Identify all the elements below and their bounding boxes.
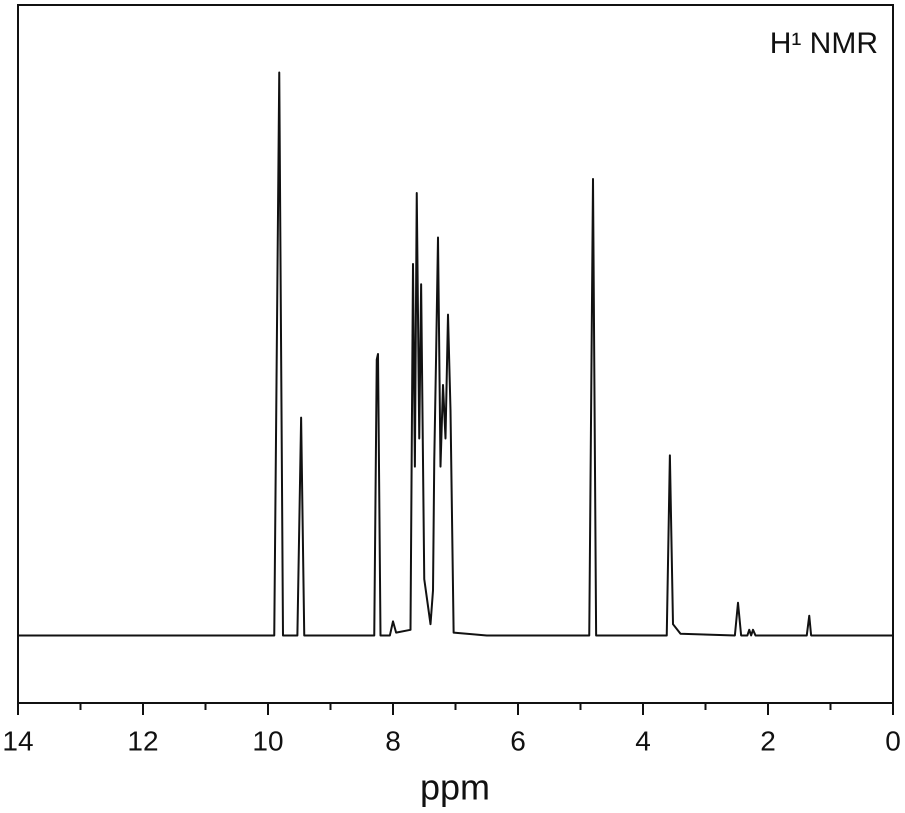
spectrum-line [18, 71, 893, 637]
x-tick-label: 0 [885, 725, 901, 756]
x-tick-label: 6 [510, 725, 526, 756]
x-tick-label: 12 [127, 725, 158, 756]
x-tick-label: 14 [2, 725, 33, 756]
plot-frame [17, 4, 894, 704]
x-axis-label: ppm [420, 767, 490, 808]
x-tick-label: 4 [635, 725, 651, 756]
x-tick-label: 2 [760, 725, 776, 756]
x-tick-label: 8 [385, 725, 401, 756]
x-tick-label: 10 [252, 725, 283, 756]
chart-title: H¹ NMR [770, 27, 878, 60]
